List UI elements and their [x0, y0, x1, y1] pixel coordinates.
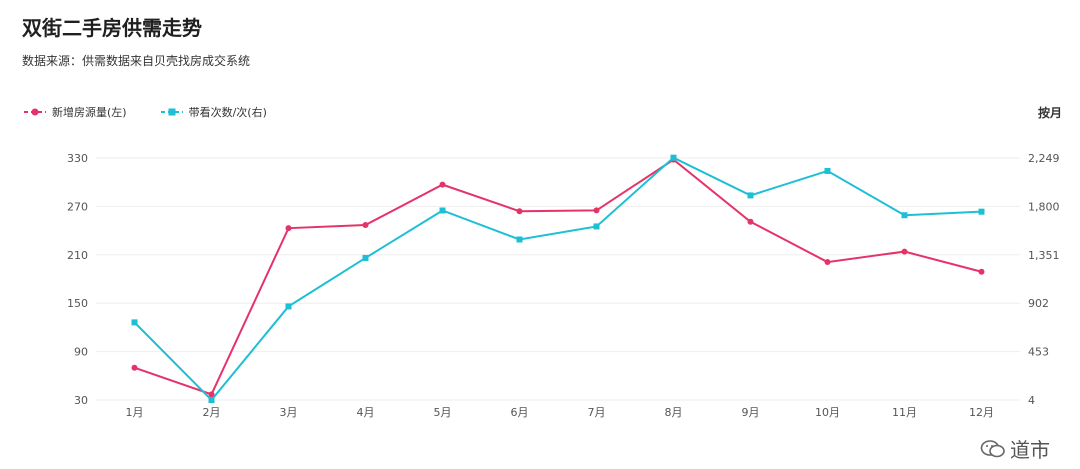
- x-tick-label: 10月: [815, 406, 840, 419]
- y-left-tick-label: 210: [67, 249, 88, 262]
- x-tick-label: 7月: [588, 406, 606, 419]
- y-right-tick-label: 902: [1028, 297, 1049, 310]
- data-point-viewings: [285, 303, 292, 310]
- chart-subtitle: 数据来源：供需数据来自贝壳找房成交系统: [22, 54, 251, 68]
- wechat-logo-icon: [980, 439, 1005, 457]
- data-point-viewings: [131, 319, 138, 326]
- period-label: 按月: [1037, 106, 1062, 120]
- data-point-listings: [439, 181, 446, 188]
- series-line-listings: [134, 158, 982, 396]
- data-point-viewings: [439, 207, 446, 214]
- data-point-viewings: [747, 192, 754, 199]
- x-tick-label: 3月: [280, 406, 298, 419]
- data-point-listings: [516, 208, 523, 215]
- y-left-tick-label: 90: [74, 346, 88, 359]
- y-right-tick-label: 1,351: [1028, 249, 1060, 262]
- y-right-tick-label: 1,800: [1028, 200, 1060, 213]
- y-right-tick-label: 2,249: [1028, 152, 1060, 165]
- x-tick-label: 11月: [892, 406, 917, 419]
- y-left-tick-label: 30: [74, 394, 88, 407]
- data-point-listings: [747, 218, 754, 225]
- x-tick-label: 5月: [434, 406, 452, 419]
- legend-label-listings: 新增房源量(左): [52, 106, 127, 119]
- data-point-listings: [208, 391, 215, 398]
- x-tick-label: 12月: [969, 406, 994, 419]
- data-point-listings: [362, 221, 369, 228]
- legend-item-viewings[interactable]: 带看次数/次(右): [160, 104, 267, 120]
- data-point-viewings: [824, 167, 831, 174]
- data-point-viewings: [516, 236, 523, 243]
- data-point-listings: [824, 259, 831, 266]
- x-tick-label: 4月: [357, 406, 375, 419]
- data-point-viewings: [978, 208, 985, 215]
- watermark: 道市: [980, 434, 1050, 463]
- x-tick-label: 2月: [203, 406, 221, 419]
- y-right-tick-label: 4: [1028, 394, 1035, 407]
- chart-title: 双街二手房供需走势: [22, 16, 202, 40]
- y-left-tick-label: 330: [67, 152, 88, 165]
- legend-label-viewings: 带看次数/次(右): [188, 106, 267, 119]
- data-point-viewings: [593, 223, 600, 230]
- legend-line-square-icon: [160, 108, 183, 116]
- y-right-tick-label: 453: [1028, 346, 1049, 359]
- data-point-listings: [131, 364, 138, 371]
- data-point-viewings: [901, 212, 908, 219]
- series-line-viewings: [133, 156, 982, 402]
- legend-line-dot-icon: [24, 108, 46, 116]
- chart-legend: 新增房源量(左) 带看次数/次(右): [24, 104, 267, 120]
- y-left-tick-label: 150: [67, 297, 88, 310]
- data-point-listings: [901, 248, 908, 255]
- data-point-listings: [285, 225, 292, 232]
- legend-item-listings[interactable]: 新增房源量(左): [24, 104, 127, 120]
- x-tick-label: 9月: [742, 406, 760, 419]
- data-point-listings: [978, 268, 985, 275]
- data-point-viewings: [362, 254, 369, 261]
- x-tick-label: 1月: [126, 406, 144, 419]
- data-point-viewings: [208, 397, 215, 403]
- y-left-tick-label: 270: [67, 200, 88, 213]
- watermark-text: 道市: [1010, 438, 1050, 462]
- x-tick-label: 8月: [665, 406, 683, 419]
- data-point-viewings: [670, 154, 677, 161]
- x-tick-label: 6月: [511, 406, 529, 419]
- data-point-listings: [593, 207, 600, 214]
